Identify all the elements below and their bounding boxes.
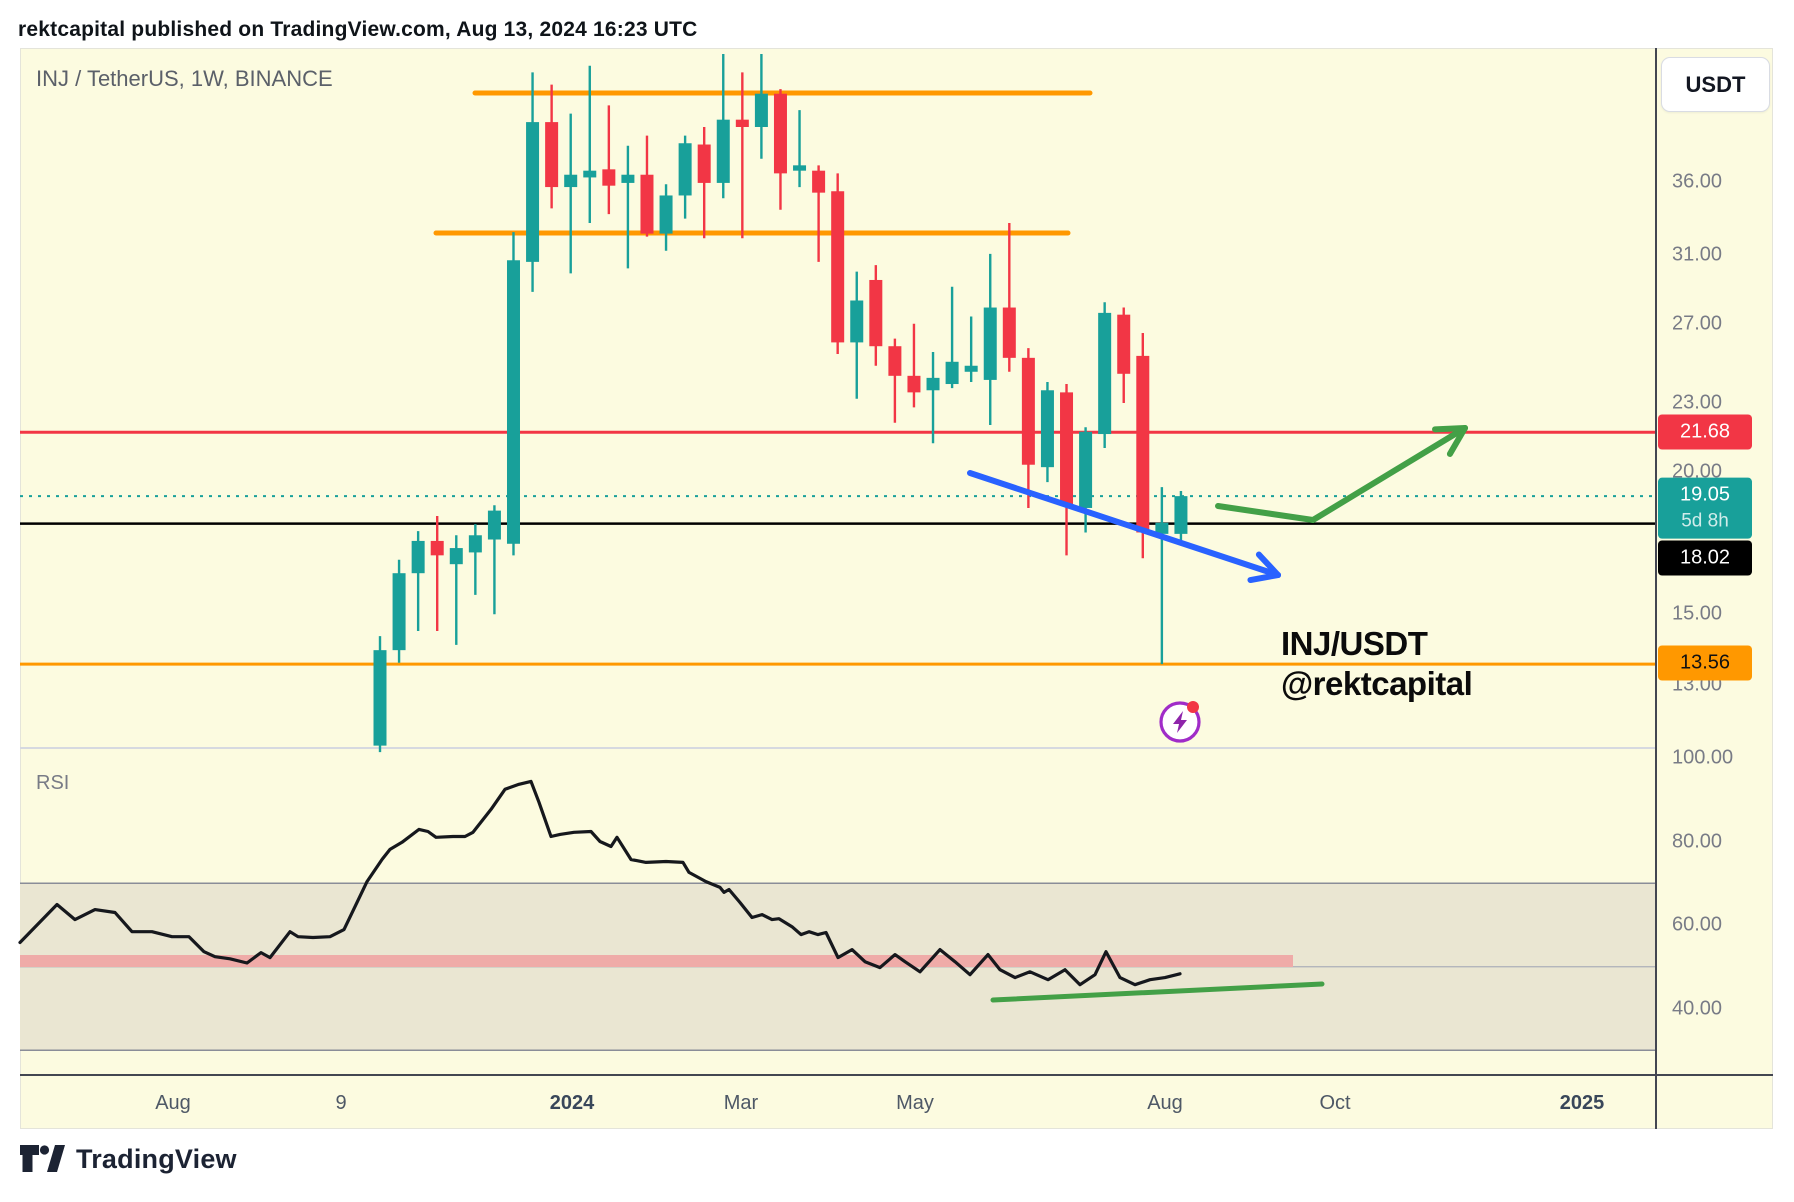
price-tick: 23.00 bbox=[1672, 391, 1723, 414]
watermark-symbol: INJ/USDT bbox=[1281, 625, 1428, 662]
tradingview-logo-text: TradingView bbox=[76, 1144, 237, 1174]
symbol-title[interactable]: INJ / TetherUS, 1W, BINANCE bbox=[36, 66, 333, 91]
author-watermark: INJ/USDT @rektcapital bbox=[1281, 624, 1473, 705]
time-label-2025: 2025 bbox=[1559, 1092, 1605, 1114]
price-badge-21.68: 21.68 bbox=[1658, 414, 1752, 450]
tradingview-logo-icon bbox=[20, 1144, 65, 1172]
time-label-9: 9 bbox=[335, 1092, 347, 1114]
time-label-Aug: Aug bbox=[155, 1092, 191, 1114]
published-header: rektcapital published on TradingView.com… bbox=[18, 18, 698, 41]
time-label-2024: 2024 bbox=[549, 1092, 595, 1114]
price-tick: 36.00 bbox=[1672, 170, 1723, 193]
chart-area[interactable] bbox=[20, 48, 1773, 1129]
price-tick: 15.00 bbox=[1672, 602, 1723, 625]
time-label-Oct: Oct bbox=[1319, 1092, 1351, 1114]
rsi-tick: 100.00 bbox=[1672, 746, 1734, 769]
price-tick: 27.00 bbox=[1672, 312, 1723, 335]
time-label-Mar: Mar bbox=[723, 1092, 759, 1114]
price-axis-divider[interactable] bbox=[1655, 48, 1657, 1129]
rsi-indicator-label[interactable]: RSI bbox=[36, 772, 70, 794]
price-badge-18.02: 18.02 bbox=[1658, 540, 1752, 576]
time-label-May: May bbox=[896, 1092, 934, 1114]
rsi-tick: 80.00 bbox=[1672, 830, 1723, 853]
time-axis-divider[interactable] bbox=[20, 1074, 1773, 1076]
price-tick: 20.00 bbox=[1672, 460, 1723, 483]
rsi-tick: 60.00 bbox=[1672, 913, 1723, 936]
tradingview-footer[interactable]: TradingView bbox=[20, 1144, 237, 1175]
price-tick: 31.00 bbox=[1672, 243, 1723, 266]
price-badge-19.05: 19.05 5d 8h bbox=[1658, 477, 1752, 539]
price-badge-13.56: 13.56 bbox=[1658, 645, 1752, 681]
time-label-Aug: Aug bbox=[1147, 1092, 1183, 1114]
currency-toggle-button[interactable]: USDT bbox=[1661, 57, 1770, 112]
watermark-handle: @rektcapital bbox=[1281, 665, 1473, 703]
rsi-tick: 40.00 bbox=[1672, 997, 1723, 1020]
